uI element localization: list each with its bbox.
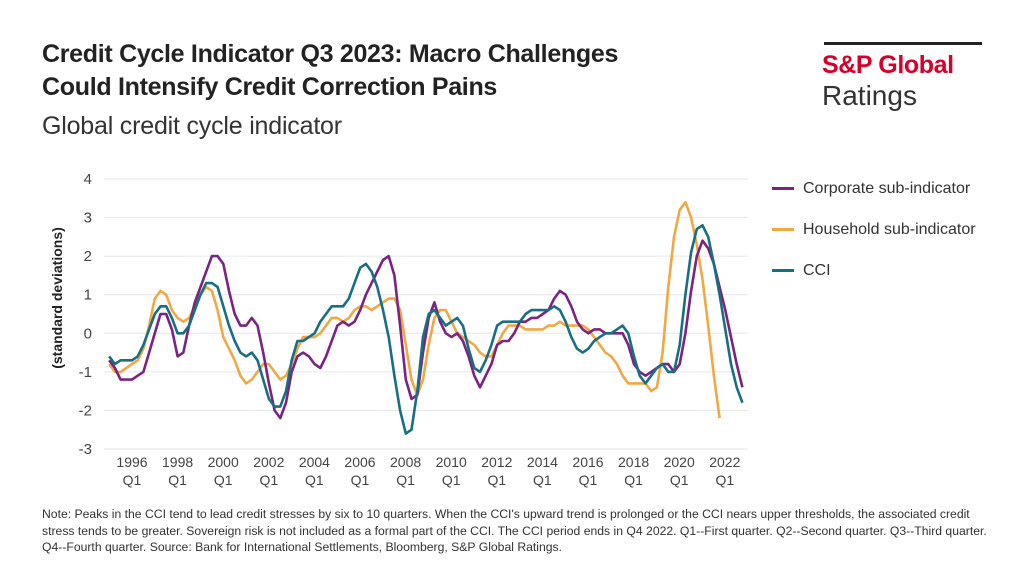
chart-subtitle: Global credit cycle indicator: [42, 112, 342, 140]
household-line: [108, 200, 721, 419]
logo-rule: [824, 42, 982, 45]
x-tick-year: 2010: [436, 454, 467, 470]
x-tick-quarter: Q1: [351, 472, 370, 488]
legend-swatch-household: [772, 228, 794, 231]
logo-sub: Ratings: [822, 80, 917, 111]
x-tick-year: 2022: [709, 454, 740, 470]
x-tick-quarter: Q1: [579, 472, 598, 488]
y-tick-label: 4: [84, 171, 92, 188]
footnote: Note: Peaks in the CCI tend to lead cred…: [42, 507, 987, 554]
series-lines: [108, 200, 744, 435]
gridlines: [104, 178, 748, 450]
logo-brand: S&P Global: [822, 51, 954, 79]
y-axis-label: (standard deviations): [49, 227, 65, 369]
y-tick-label: 1: [84, 287, 92, 304]
x-tick-year: 2000: [208, 454, 239, 470]
x-tick-year: 2002: [253, 454, 284, 470]
x-tick-quarter: Q1: [670, 472, 689, 488]
chart-legend: Corporate sub-indicator Household sub-in…: [772, 168, 976, 291]
x-tick-year: 2006: [344, 454, 375, 470]
legend-label: CCI: [803, 261, 831, 279]
title-line-2: Could Intensify Credit Correction Pains: [42, 73, 498, 101]
chart-title: Credit Cycle Indicator Q3 2023: Macro Ch…: [42, 38, 618, 104]
legend-item-corporate[interactable]: Corporate sub-indicator: [772, 168, 976, 209]
x-tick-year: 2018: [618, 454, 649, 470]
title-line-1: Credit Cycle Indicator Q3 2023: Macro Ch…: [42, 40, 619, 68]
y-tick-label: -1: [79, 364, 92, 381]
x-tick-quarter: Q1: [396, 472, 415, 488]
legend-item-household[interactable]: Household sub-indicator: [772, 209, 976, 250]
x-tick-year: 1998: [162, 454, 193, 470]
y-tick-label: 2: [84, 248, 92, 265]
x-tick-quarter: Q1: [214, 472, 233, 488]
x-tick-quarter: Q1: [259, 472, 278, 488]
x-tick-quarter: Q1: [123, 472, 142, 488]
x-tick-quarter: Q1: [487, 472, 506, 488]
x-tick-year: 2020: [664, 454, 695, 470]
x-tick-quarter: Q1: [168, 472, 187, 488]
x-tick-year: 2004: [299, 454, 330, 470]
y-tick-label: -3: [79, 441, 92, 458]
x-tick-quarter: Q1: [533, 472, 552, 488]
x-tick-year: 2016: [572, 454, 603, 470]
legend-swatch-cci: [772, 269, 794, 272]
x-tick-year: 2014: [527, 454, 558, 470]
x-tick-year: 2012: [481, 454, 512, 470]
x-tick-quarter: Q1: [624, 472, 643, 488]
x-axis-ticks: 1996 Q1 1998 Q1 2000 Q1 2002 Q1 2004 Q1 2006 Q1 2008…: [116, 454, 740, 488]
sp-global-logo: S&P Global Ratings: [822, 42, 982, 112]
x-tick-quarter: Q1: [442, 472, 461, 488]
x-tick-year: 2008: [390, 454, 421, 470]
y-tick-label: 0: [84, 325, 92, 342]
y-tick-label: -2: [79, 402, 92, 419]
legend-label: Corporate sub-indicator: [803, 179, 971, 197]
y-tick-label: 3: [84, 210, 92, 227]
legend-item-cci[interactable]: CCI: [772, 250, 976, 291]
legend-swatch-corporate: [772, 187, 794, 190]
x-tick-year: 1996: [116, 454, 147, 470]
cci-line: [108, 224, 744, 435]
x-tick-quarter: Q1: [715, 472, 734, 488]
line-chart: 4 3 2 1 0 -1 -2 -3 1996 Q1 1998 Q1 2000 Q1 2002 Q1 2004…: [49, 171, 748, 488]
x-tick-quarter: Q1: [305, 472, 324, 488]
y-axis-ticks: 4 3 2 1 0 -1 -2 -3: [79, 171, 92, 458]
legend-label: Household sub-indicator: [803, 220, 976, 238]
